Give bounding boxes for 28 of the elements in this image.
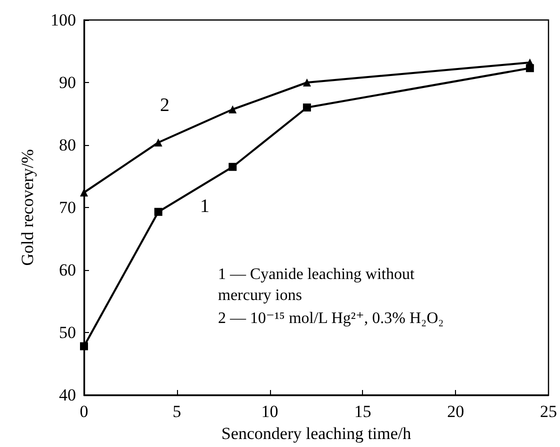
point bbox=[80, 188, 88, 196]
annotation: 2 bbox=[160, 95, 170, 116]
annotation: 1 bbox=[200, 196, 210, 217]
x-tick-label: 10 bbox=[261, 402, 278, 421]
point bbox=[228, 162, 237, 171]
x-tick-label: 15 bbox=[354, 402, 372, 421]
y-tick-label: 90 bbox=[59, 73, 76, 92]
y-tick-label: 70 bbox=[59, 198, 76, 217]
y-tick-label: 80 bbox=[59, 136, 76, 154]
x-tick-label: 0 bbox=[80, 402, 88, 421]
point bbox=[154, 208, 162, 216]
y-tick-label: 40 bbox=[59, 386, 76, 404]
annotation: 1 — Cyanide leaching without mercury ions bbox=[218, 266, 418, 304]
point bbox=[80, 342, 88, 350]
x-tick-label: 5 bbox=[172, 402, 182, 421]
point bbox=[302, 78, 311, 86]
point bbox=[302, 104, 311, 112]
point bbox=[228, 105, 237, 114]
y-axis-title: Gold recovery/% bbox=[18, 149, 37, 266]
annotation: 2 — 10⁻¹⁵ mol/L Hg²⁺, 0.3% H₂O₂ bbox=[218, 310, 444, 327]
point bbox=[154, 138, 162, 146]
x-tick-label: 20 bbox=[447, 402, 464, 421]
x-axis-title: Sencondery leaching time/h bbox=[221, 424, 412, 443]
y-tick-label: 100 bbox=[50, 10, 76, 30]
y-tick-label: 60 bbox=[59, 260, 76, 280]
x-tick-label: 25 bbox=[540, 402, 557, 421]
y-tick-label: 50 bbox=[59, 323, 76, 342]
point bbox=[526, 58, 534, 66]
